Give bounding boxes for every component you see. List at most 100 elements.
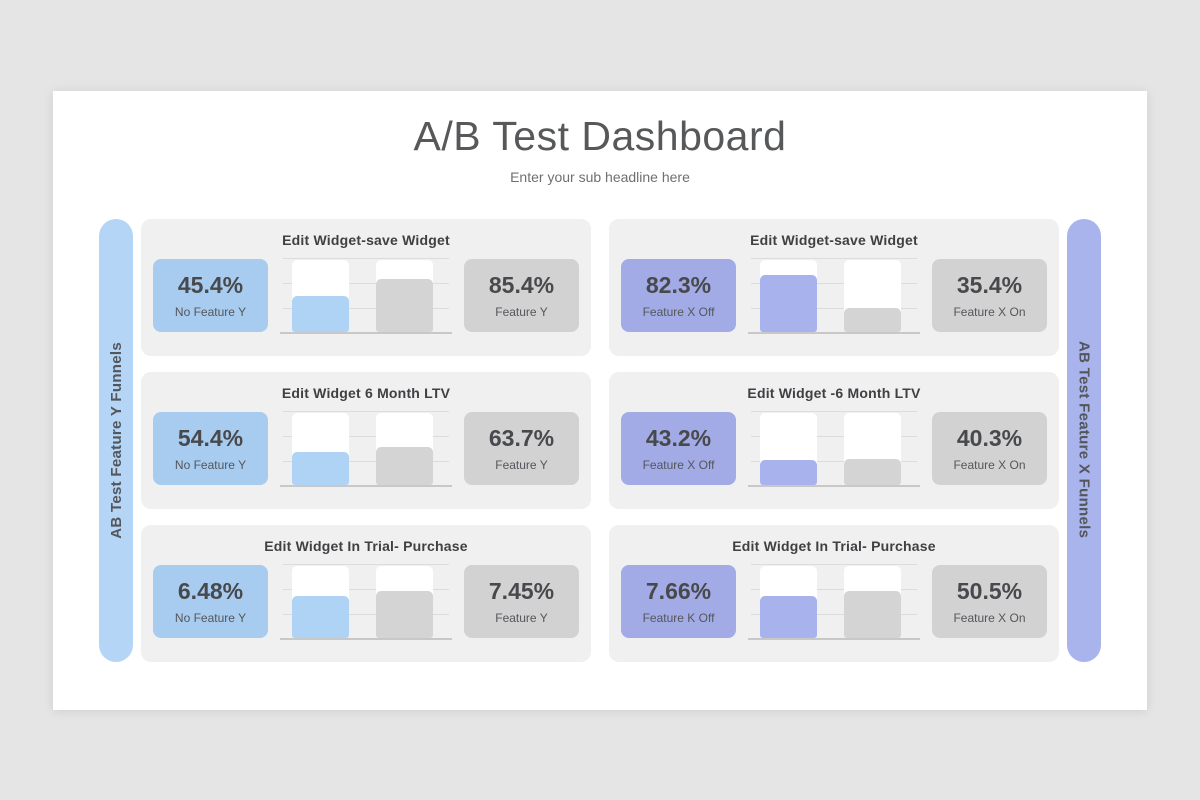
- variant-b-value: 40.3%: [956, 425, 1023, 451]
- variant-b-label: Feature X On: [953, 305, 1026, 319]
- bar-track-variant-b: [376, 412, 433, 485]
- feature-y-funnel-rail: AB Test Feature Y Funnels: [99, 218, 133, 662]
- gridline: [283, 257, 449, 259]
- gridline: [283, 563, 449, 565]
- dashboard-content: AB Test Feature Y Funnels Edit Widget-sa…: [99, 218, 1101, 662]
- bar-track-variant-a: [760, 259, 817, 332]
- variant-a-value: 7.66%: [645, 578, 712, 604]
- panel-body: 82.3% Feature X Off: [621, 257, 1047, 334]
- bar-fill-variant-b: [376, 447, 433, 485]
- bar-track-variant-b: [844, 259, 901, 332]
- gridline: [751, 563, 917, 565]
- bar-fill-variant-a: [760, 595, 817, 638]
- bar-fill-variant-b: [844, 590, 901, 638]
- panel-body: 43.2% Feature X Off: [621, 410, 1047, 487]
- variant-a-stat-card: 45.4% No Feature Y: [153, 259, 268, 332]
- bar-track-variant-b: [376, 565, 433, 638]
- variant-a-value: 43.2%: [645, 425, 712, 451]
- panel-feature-x-save-widget: Edit Widget-save Widget 82.3% Feature X …: [609, 218, 1059, 356]
- panel-title: Edit Widget In Trial- Purchase: [264, 537, 468, 554]
- axis-line: [280, 484, 452, 487]
- panel-feature-y-6-month-ltv: Edit Widget 6 Month LTV 54.4% No Feature…: [141, 371, 591, 509]
- bar-track-variant-a: [292, 412, 349, 485]
- panel-feature-x-trial-purchase: Edit Widget In Trial- Purchase 7.66% Fea…: [609, 524, 1059, 662]
- panel-title: Edit Widget-save Widget: [750, 231, 918, 248]
- variant-b-stat-card: 63.7% Feature Y: [464, 412, 579, 485]
- axis-line: [280, 331, 452, 334]
- variant-a-label: No Feature Y: [174, 611, 247, 625]
- variant-b-label: Feature Y: [495, 305, 548, 319]
- variant-b-label: Feature Y: [495, 611, 548, 625]
- axis-line: [280, 637, 452, 640]
- variant-b-stat-card: 35.4% Feature X On: [932, 259, 1047, 332]
- slide-header: A/B Test Dashboard Enter your sub headli…: [99, 91, 1101, 219]
- variant-b-value: 7.45%: [488, 578, 555, 604]
- gridline: [283, 435, 449, 437]
- gridline: [751, 257, 917, 259]
- panel-body: 7.66% Feature K Off: [621, 563, 1047, 640]
- mini-bar-chart: [280, 563, 452, 640]
- mini-bar-chart: [280, 257, 452, 334]
- variant-b-stat-card: 40.3% Feature X On: [932, 412, 1047, 485]
- variant-b-value: 35.4%: [956, 272, 1023, 298]
- axis-line: [748, 484, 920, 487]
- variant-a-stat-card: 6.48% No Feature Y: [153, 565, 268, 638]
- variant-b-value: 63.7%: [488, 425, 555, 451]
- panel-feature-y-trial-purchase: Edit Widget In Trial- Purchase 6.48% No …: [141, 524, 591, 662]
- gridline: [751, 613, 917, 615]
- variant-b-value: 50.5%: [956, 578, 1023, 604]
- bar-track-variant-b: [376, 259, 433, 332]
- variant-a-value: 45.4%: [177, 272, 244, 298]
- variant-a-value: 54.4%: [177, 425, 244, 451]
- variant-b-label: Feature X On: [953, 458, 1026, 472]
- bar-track-variant-a: [760, 565, 817, 638]
- gridline: [751, 282, 917, 284]
- mini-bar-chart: [280, 410, 452, 487]
- variant-a-stat-card: 54.4% No Feature Y: [153, 412, 268, 485]
- panel-title: Edit Widget 6 Month LTV: [281, 384, 451, 401]
- variant-a-label: Feature X Off: [642, 305, 715, 319]
- mini-bar-chart: [748, 410, 920, 487]
- gridline: [751, 460, 917, 462]
- dashboard-slide: A/B Test Dashboard Enter your sub headli…: [53, 90, 1147, 710]
- axis-line: [748, 331, 920, 334]
- panel-body: 54.4% No Feature Y: [153, 410, 579, 487]
- feature-y-funnel-rail-label: AB Test Feature Y Funnels: [107, 341, 125, 539]
- bar-track-variant-a: [760, 412, 817, 485]
- gridline: [283, 282, 449, 284]
- variant-a-label: Feature X Off: [642, 458, 715, 472]
- variant-b-value: 85.4%: [488, 272, 555, 298]
- variant-a-label: Feature K Off: [642, 611, 715, 625]
- panel-body: 45.4% No Feature Y: [153, 257, 579, 334]
- gridline: [283, 613, 449, 615]
- panel-title: Edit Widget -6 Month LTV: [747, 384, 921, 401]
- variant-a-value: 82.3%: [645, 272, 712, 298]
- bar-fill-variant-a: [292, 296, 349, 332]
- gridline: [751, 307, 917, 309]
- panel-body: 6.48% No Feature Y: [153, 563, 579, 640]
- mini-bar-chart: [748, 257, 920, 334]
- bar-fill-variant-a: [760, 460, 817, 485]
- bar-fill-variant-b: [844, 459, 901, 485]
- bar-track-variant-b: [844, 412, 901, 485]
- variant-a-stat-card: 7.66% Feature K Off: [621, 565, 736, 638]
- variant-a-label: No Feature Y: [174, 458, 247, 472]
- bar-track-variant-a: [292, 565, 349, 638]
- variant-b-stat-card: 85.4% Feature Y: [464, 259, 579, 332]
- page-title: A/B Test Dashboard: [413, 112, 787, 159]
- panel-feature-y-save-widget: Edit Widget-save Widget 45.4% No Feature…: [141, 218, 591, 356]
- variant-b-stat-card: 7.45% Feature Y: [464, 565, 579, 638]
- gridline: [751, 410, 917, 412]
- variant-a-stat-card: 82.3% Feature X Off: [621, 259, 736, 332]
- gridline: [283, 410, 449, 412]
- gridline: [751, 588, 917, 590]
- panel-title: Edit Widget In Trial- Purchase: [732, 537, 936, 554]
- feature-x-funnel-rail-label: AB Test Feature X Funnels: [1075, 341, 1093, 539]
- panel-title: Edit Widget-save Widget: [282, 231, 450, 248]
- feature-y-column: Edit Widget-save Widget 45.4% No Feature…: [141, 218, 591, 662]
- feature-x-funnel-rail: AB Test Feature X Funnels: [1067, 218, 1101, 662]
- variant-a-stat-card: 43.2% Feature X Off: [621, 412, 736, 485]
- gridline: [283, 588, 449, 590]
- bar-fill-variant-a: [292, 452, 349, 485]
